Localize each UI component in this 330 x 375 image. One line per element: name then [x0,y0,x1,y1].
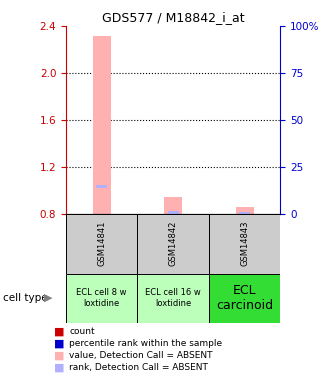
Text: count: count [69,327,95,336]
Bar [93,36,111,214]
Text: GSM14842: GSM14842 [169,221,178,266]
Text: ■: ■ [54,351,65,361]
Bar [236,207,254,214]
Text: GSM14843: GSM14843 [240,221,249,267]
Text: value, Detection Call = ABSENT: value, Detection Call = ABSENT [69,351,213,360]
Text: ▶: ▶ [44,293,52,303]
Bar [138,214,209,274]
Text: rank, Detection Call = ABSENT: rank, Detection Call = ABSENT [69,363,208,372]
Text: percentile rank within the sample: percentile rank within the sample [69,339,222,348]
Bar [239,212,250,215]
Bar [209,274,280,322]
Text: ECL cell 16 w
loxtidine: ECL cell 16 w loxtidine [146,288,201,308]
Text: ECL
carcinoid: ECL carcinoid [216,284,273,312]
Text: ■: ■ [54,327,65,337]
Text: ■: ■ [54,339,65,349]
Bar [138,274,209,322]
Bar [168,211,179,214]
Text: ■: ■ [54,363,65,373]
Bar [96,185,107,188]
Text: ECL cell 8 w
loxtidine: ECL cell 8 w loxtidine [77,288,127,308]
Bar [164,197,182,214]
Text: cell type: cell type [3,293,48,303]
Bar [66,274,138,322]
Bar [66,214,138,274]
Text: GSM14841: GSM14841 [97,221,106,266]
Bar [209,214,280,274]
Title: GDS577 / M18842_i_at: GDS577 / M18842_i_at [102,11,245,24]
